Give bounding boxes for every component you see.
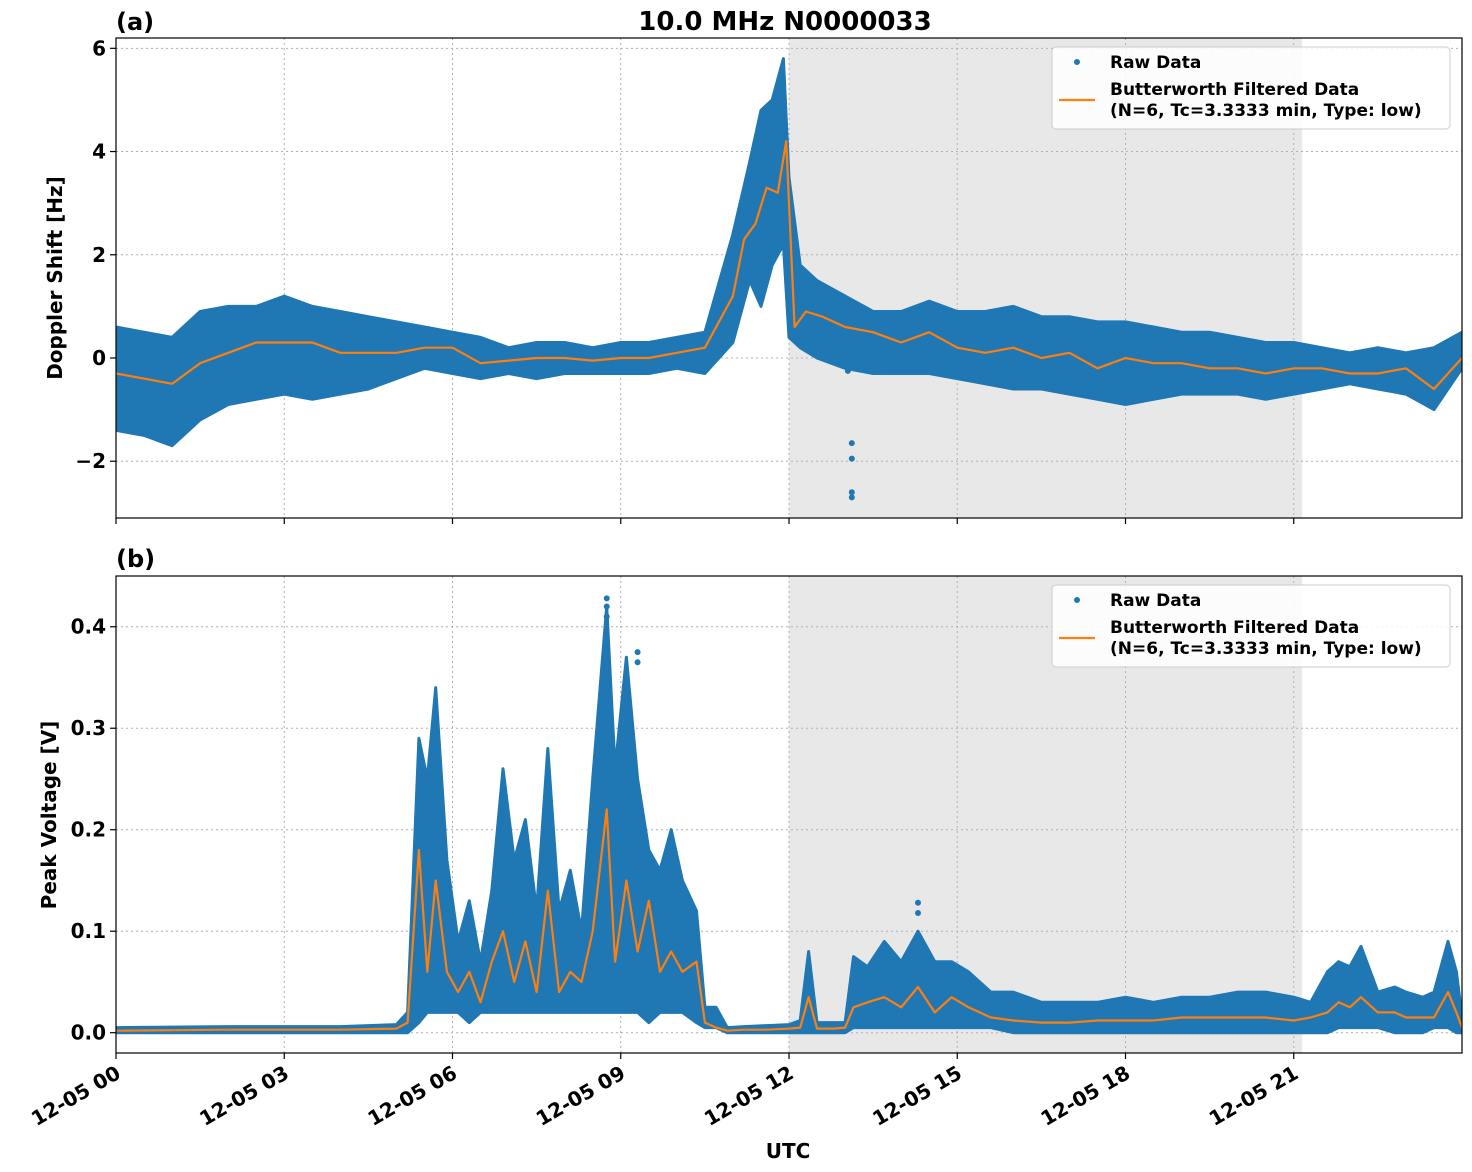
legend-raw-label: Raw Data (1110, 591, 1201, 611)
panel-a-plot-area: −2 0 2 4 6 Raw Data Butterworth Filtered Data(… (75, 36, 1463, 524)
filtered-data-line (116, 140, 1462, 391)
legend: Raw Data Butterworth Filtered Data(N=6, T… (1051, 584, 1451, 668)
legend-filtered-params: (N=6, Tc=3.3333 min, Type: low) (1110, 639, 1422, 659)
y-tick-label-3: 0.3 (71, 716, 106, 740)
filtered-data-line (116, 808, 1462, 1032)
raw-data-point-5 (914, 899, 921, 906)
x-axis-label: UTC (766, 1139, 811, 1163)
series-layer (116, 57, 1462, 501)
x-tick-label-3: 12-05 09 (532, 1061, 630, 1131)
legend-raw-marker (1074, 59, 1080, 65)
raw-data-point-2 (848, 489, 855, 496)
panel-a-label: (a) (116, 8, 154, 36)
y-tick-label-2: 2 (92, 243, 106, 267)
legend-filtered-label: Butterworth Filtered Data (1110, 618, 1359, 638)
panel-b: (b) Peak Voltage [V] 0.0 0.1 0.2 0.3 0.4 12-0… (27, 545, 1463, 1131)
raw-data-band (116, 604, 1462, 1035)
x-tick-label-5: 12-05 15 (868, 1061, 966, 1131)
legend-box (1051, 46, 1451, 130)
raw-data-point-1 (848, 455, 855, 462)
legend: Raw Data Butterworth Filtered Data(N=6, T… (1051, 46, 1451, 130)
x-tick-label-7: 12-05 21 (1205, 1061, 1303, 1131)
y-tick-label-0: 0.0 (71, 1021, 106, 1045)
legend-box (1051, 584, 1451, 668)
y-tick-label-4: 0.4 (71, 615, 106, 639)
raw-data-point-0 (603, 595, 610, 602)
raw-data-point-0 (848, 440, 855, 447)
y-tick-label-1: 0 (92, 346, 106, 370)
chart-title: 10.0 MHz N0000033 (638, 7, 931, 37)
panel-b-y-axis-label: Peak Voltage [V] (37, 721, 61, 910)
raw-data-point-3 (848, 494, 855, 501)
raw-data-point-1 (603, 603, 610, 610)
x-tick-label-1: 12-05 03 (195, 1061, 293, 1131)
panel-a-y-axis-label: Doppler Shift [Hz] (43, 176, 67, 380)
legend-filtered-label: Butterworth Filtered Data (1110, 80, 1359, 100)
panel-b-label: (b) (116, 545, 155, 573)
legend-filtered-params: (N=6, Tc=3.3333 min, Type: low) (1110, 101, 1422, 121)
raw-data-point-4 (840, 360, 847, 367)
panel-a: (a) 10.0 MHz N0000033 Doppler Shift [Hz]… (43, 7, 1463, 524)
x-tick-label-0: 12-05 00 (27, 1061, 125, 1131)
raw-data-point-3 (634, 649, 641, 656)
x-tick-label-2: 12-05 06 (363, 1061, 461, 1131)
legend-raw-label: Raw Data (1110, 53, 1201, 73)
y-tick-label-3: 4 (92, 140, 106, 164)
raw-data-point-6 (914, 909, 921, 916)
panel-b-plot-area: 0.0 0.1 0.2 0.3 0.4 12-05 00 12-05 03 12-05 06 1… (27, 575, 1463, 1131)
x-tick-label-4: 12-05 12 (700, 1061, 798, 1131)
y-tick-label-0: −2 (75, 449, 106, 473)
y-tick-label-4: 6 (92, 36, 106, 60)
raw-data-point-4 (634, 659, 641, 666)
legend-raw-marker (1074, 597, 1080, 603)
y-tick-label-1: 0.1 (71, 919, 106, 943)
series-layer (116, 595, 1462, 1035)
x-tick-label-6: 12-05 18 (1036, 1061, 1134, 1131)
raw-data-point-2 (603, 613, 610, 620)
raw-data-point-5 (844, 367, 851, 374)
y-tick-label-2: 0.2 (71, 818, 106, 842)
